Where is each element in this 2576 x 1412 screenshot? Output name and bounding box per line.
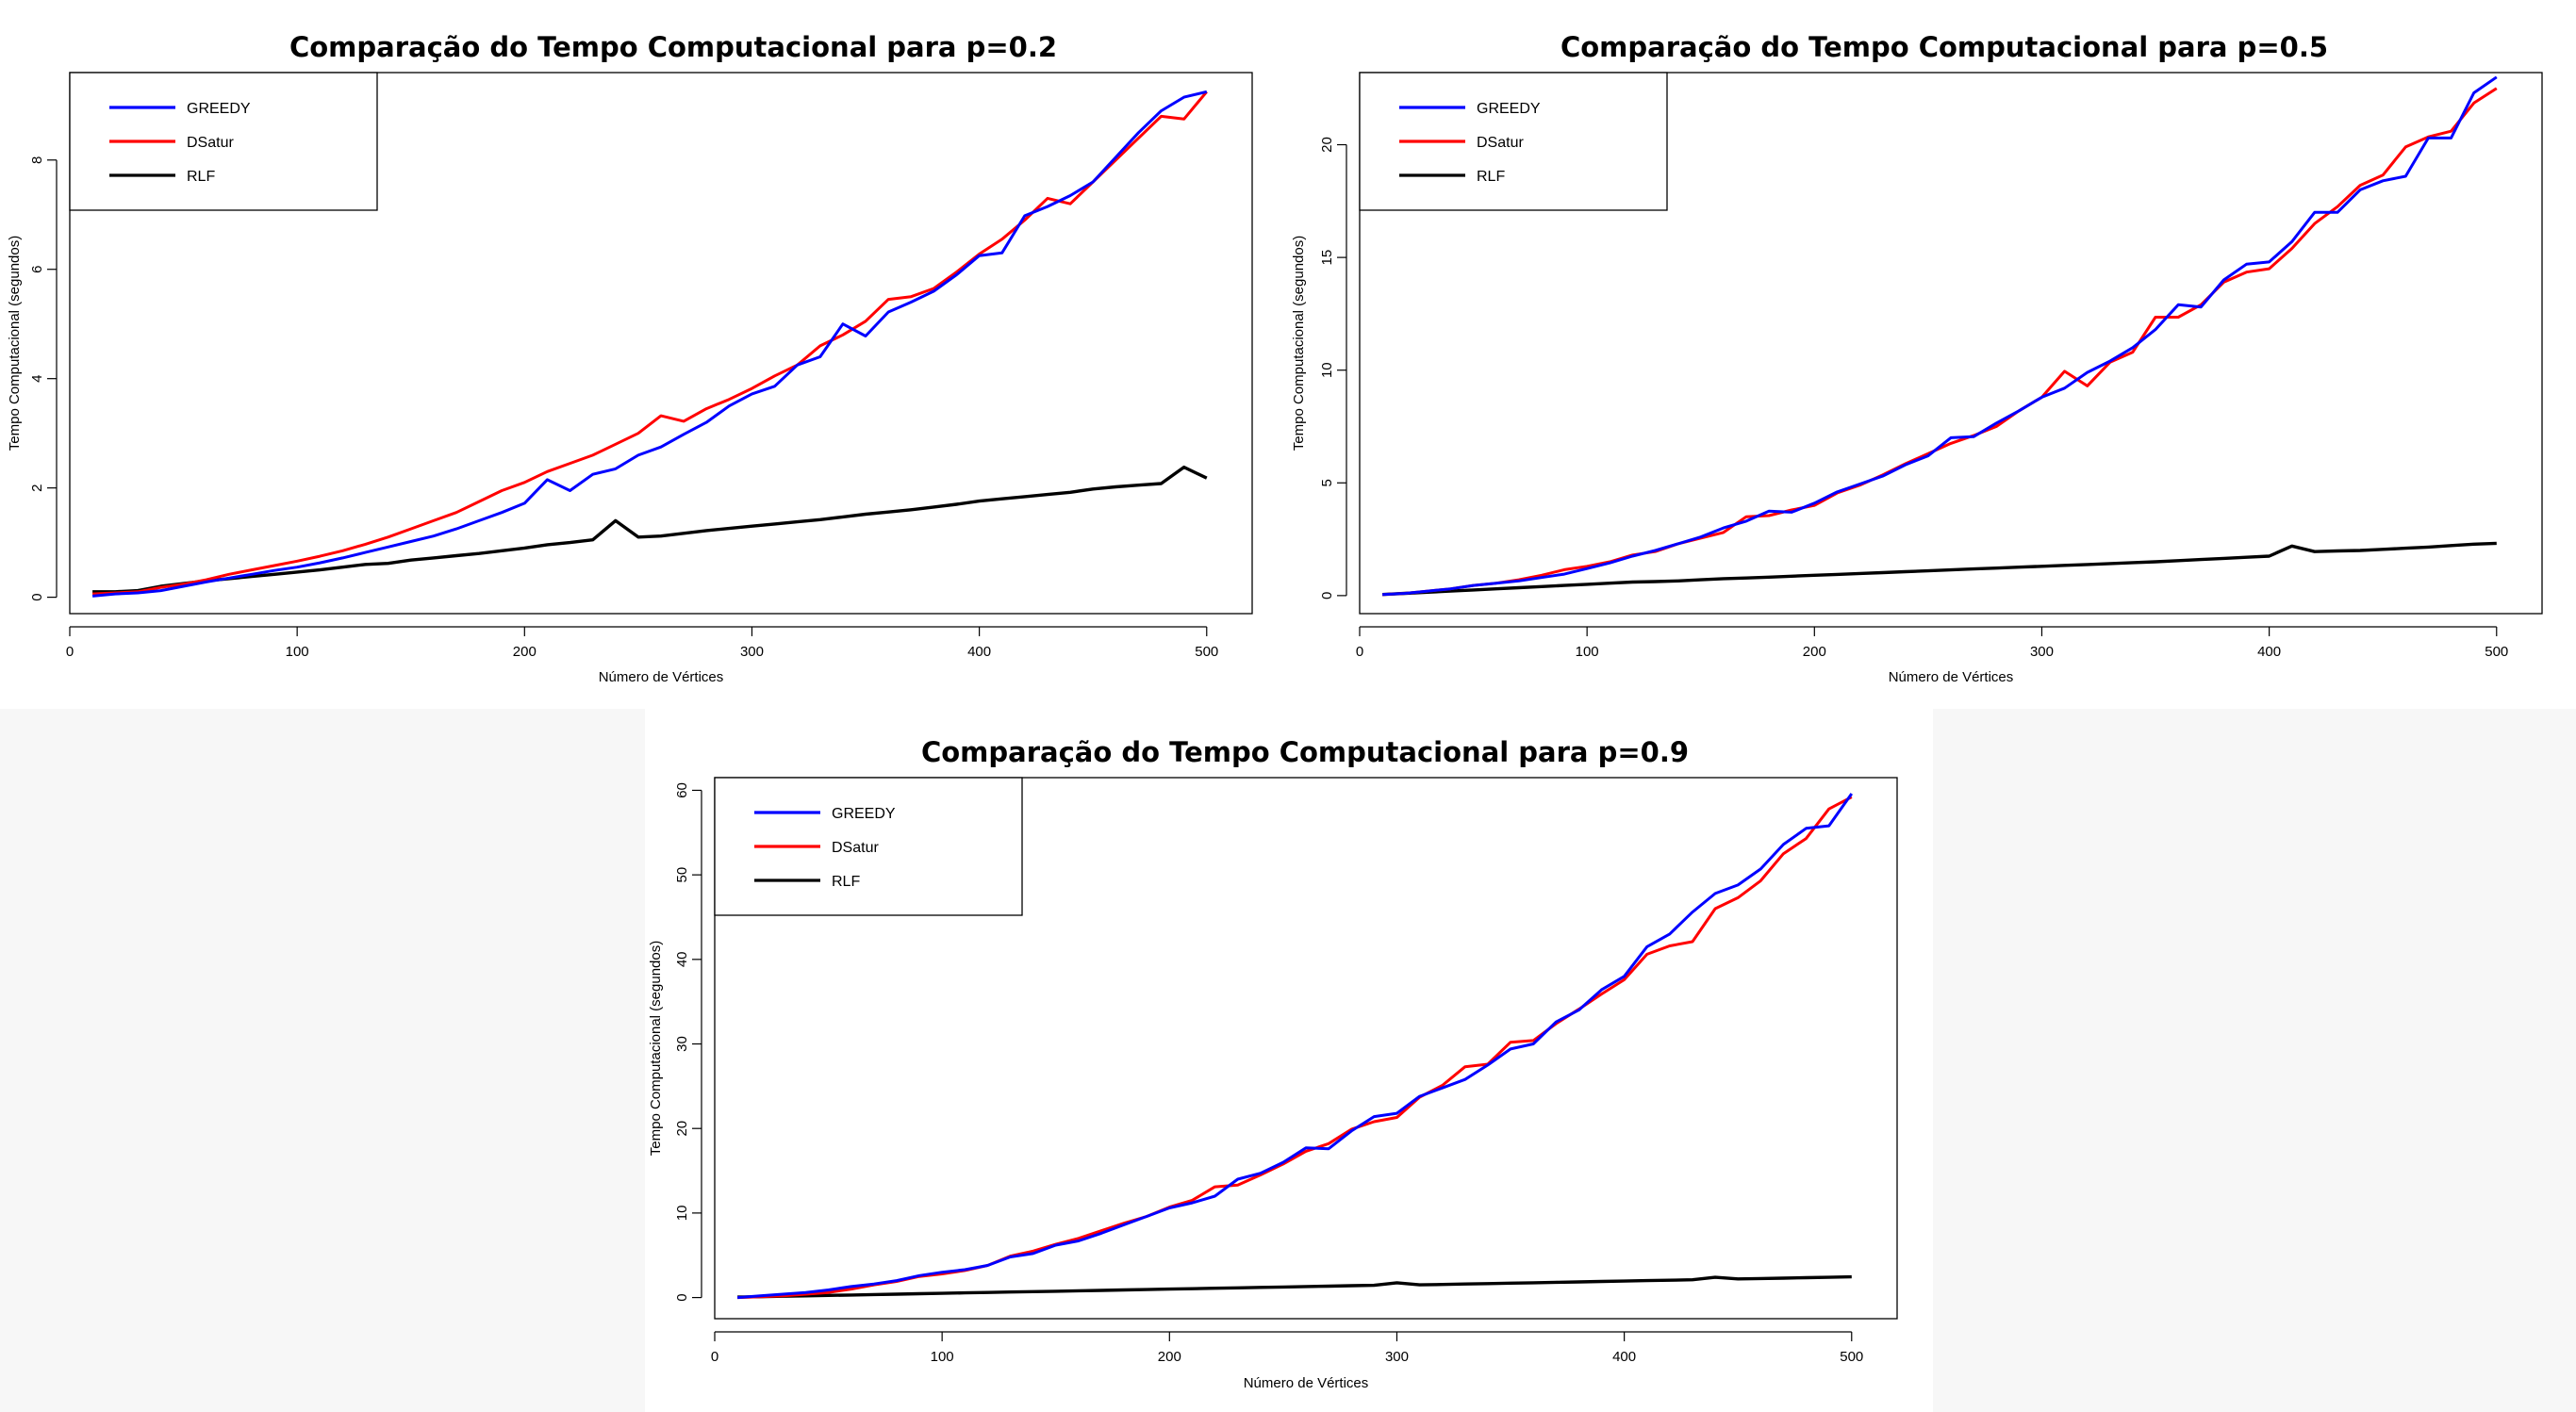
plot-frame: [714, 777, 1898, 1320]
y-axis-label: Tempo Computacional (segundos): [648, 941, 664, 1156]
series-line-rlf: [737, 1274, 1852, 1299]
chart-2: Comparação do Tempo Computacional para p…: [1288, 0, 2576, 709]
x-tick-label: 400: [1612, 1349, 1636, 1365]
x-axis-label: Número de Vértices: [599, 669, 724, 685]
legend: GREEDY DSatur RLF: [1359, 72, 1668, 211]
y-tick-label: 6: [29, 266, 45, 273]
legend-label-greedy: GREEDY: [832, 806, 896, 822]
x-tick-label: 400: [2257, 644, 2281, 660]
y-tick-label: 10: [1319, 362, 1335, 378]
x-tick-label: 200: [1803, 644, 1826, 660]
series-line-greedy: [91, 90, 1208, 598]
series-line-greedy: [1382, 75, 2498, 597]
y-tick-label: 0: [674, 1293, 690, 1301]
chart-3: Comparação do Tempo Computacional para p…: [645, 709, 1933, 1412]
y-tick-label: 2: [29, 484, 45, 491]
legend: GREEDY DSatur RLF: [714, 777, 1023, 916]
y-tick-label: 10: [674, 1206, 690, 1222]
chart-1: Comparação do Tempo Computacional para p…: [0, 0, 1288, 709]
x-tick-label: 0: [711, 1349, 718, 1365]
x-tick-label: 400: [967, 644, 991, 660]
y-tick-label: 20: [674, 1121, 690, 1137]
legend-label-dsatur: DSatur: [187, 135, 234, 151]
chart-title: Comparação do Tempo Computacional para p…: [921, 736, 1689, 768]
y-axis-label: Tempo Computacional (segundos): [1291, 236, 1307, 451]
legend-label-greedy: GREEDY: [1477, 101, 1541, 117]
x-tick-label: 100: [931, 1349, 954, 1365]
x-axis-label: Número de Vértices: [1244, 1375, 1369, 1391]
x-tick-label: 100: [1576, 644, 1599, 660]
legend-label-rlf: RLF: [1477, 169, 1505, 185]
legend-label-greedy: GREEDY: [187, 101, 251, 117]
x-axis-label: Número de Vértices: [1889, 669, 2014, 685]
legend-label-dsatur: DSatur: [832, 840, 879, 856]
y-tick-label: 40: [674, 951, 690, 967]
y-tick-label: 0: [29, 593, 45, 600]
x-tick-label: 200: [1158, 1349, 1181, 1365]
y-tick-label: 50: [674, 867, 690, 883]
legend-label-dsatur: DSatur: [1477, 135, 1524, 151]
series-line-rlf: [92, 465, 1208, 594]
x-tick-label: 100: [286, 644, 309, 660]
series-line-greedy: [736, 793, 1854, 1300]
legend: GREEDY DSatur RLF: [69, 72, 378, 211]
x-tick-label: 300: [2030, 644, 2054, 660]
x-tick-label: 200: [513, 644, 537, 660]
plot-frame: [69, 72, 1253, 615]
x-tick-label: 0: [66, 644, 74, 660]
y-tick-label: 20: [1319, 137, 1335, 153]
x-tick-label: 500: [1195, 644, 1218, 660]
chart-title: Comparação do Tempo Computacional para p…: [1560, 31, 2328, 63]
series-line-rlf: [1382, 541, 2497, 597]
legend-label-rlf: RLF: [187, 169, 215, 185]
y-tick-label: 5: [1319, 479, 1335, 486]
x-tick-label: 500: [2485, 644, 2508, 660]
chart-title: Comparação do Tempo Computacional para p…: [289, 31, 1057, 63]
x-tick-label: 300: [1385, 1349, 1409, 1365]
x-tick-label: 0: [1356, 644, 1363, 660]
y-tick-label: 4: [29, 375, 45, 383]
y-tick-label: 0: [1319, 592, 1335, 599]
y-tick-label: 30: [674, 1036, 690, 1052]
plot-frame: [1359, 72, 2543, 615]
y-tick-label: 60: [674, 782, 690, 798]
x-tick-label: 300: [740, 644, 764, 660]
y-axis-label: Tempo Computacional (segundos): [7, 236, 23, 451]
y-tick-label: 8: [29, 156, 45, 164]
legend-label-rlf: RLF: [832, 874, 860, 890]
y-tick-label: 15: [1319, 250, 1335, 266]
x-tick-label: 500: [1840, 1349, 1863, 1365]
